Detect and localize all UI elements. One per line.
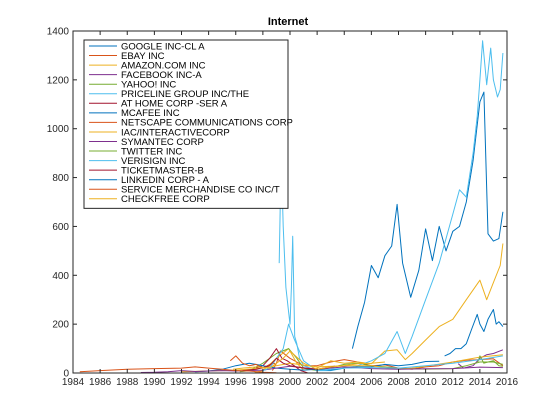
x-tick-label: 2002: [306, 377, 329, 388]
series-line-0: [351, 91, 504, 349]
series-line-8: [229, 355, 276, 369]
series-line-4: [239, 348, 504, 373]
chart-title: Internet: [268, 16, 309, 28]
x-tick-label: 2008: [387, 377, 410, 388]
legend-entry: VERISIGN INC: [121, 156, 186, 167]
y-tick-label: 1400: [47, 27, 70, 38]
x-tick-label: 2006: [360, 377, 383, 388]
x-tick-label: 1984: [62, 377, 85, 388]
legend-entry: AMAZON.COM INC: [121, 60, 206, 71]
y-tick-label: 600: [52, 222, 69, 233]
x-tick-label: 2012: [442, 377, 465, 388]
legend-entry: NETSCAPE COMMUNICATIONS CORP: [121, 118, 293, 129]
legend-entry: YAHOO! INC: [121, 80, 176, 91]
y-tick-label: 800: [52, 173, 69, 184]
x-tick-label: 2004: [333, 377, 356, 388]
legend-entry: SYMANTEC CORP: [121, 137, 204, 148]
x-tick-label: 1988: [116, 377, 139, 388]
x-tick-label: 2016: [496, 377, 519, 388]
x-tick-label: 2014: [469, 377, 492, 388]
x-tick-label: 2010: [415, 377, 438, 388]
legend-entry: AT HOME CORP -SER A: [121, 99, 228, 110]
x-tick-label: 1990: [143, 377, 166, 388]
series-line-9: [181, 354, 503, 373]
x-tick-label: 1986: [89, 377, 112, 388]
series-layer: [79, 40, 504, 374]
legend-entry: SERVICE MERCHANDISE CO INC/T: [121, 185, 280, 196]
legend-entry: MCAFEE INC: [121, 108, 180, 119]
legend-entry: GOOGLE INC-CL A: [121, 41, 205, 52]
x-axis: 1984 1986 1988 1990 1992 1994 1996 1998 2000 2002…: [62, 31, 519, 388]
series-line-2: [254, 243, 504, 373]
legend-entry: IAC/INTERACTIVECORP: [121, 127, 230, 138]
legend-entry: EBAY INC: [121, 51, 165, 62]
series-line-16: [232, 350, 385, 370]
x-tick-label: 2000: [279, 377, 302, 388]
x-tick-label: 1996: [225, 377, 248, 388]
legend-entry: TWITTER INC: [121, 146, 182, 157]
series-line-12: [262, 323, 503, 372]
y-axis: 0 200 400 600 800 1000 1200 1400: [47, 27, 507, 380]
x-tick-label: 1994: [198, 377, 221, 388]
series-line-10: [140, 365, 503, 373]
y-tick-label: 1200: [47, 75, 70, 86]
series-line-6: [255, 348, 308, 374]
series-line-15: [79, 366, 277, 374]
legend-entry: FACEBOOK INC-A: [121, 70, 202, 81]
y-tick-label: 1000: [47, 124, 70, 135]
series-line-5: [278, 40, 504, 372]
y-tick-label: 0: [63, 369, 69, 380]
legend-entry: CHECKFREE CORP: [121, 194, 210, 205]
x-tick-label: 1992: [170, 377, 193, 388]
series-line-14: [444, 309, 504, 357]
legend-entry: LINKEDIN CORP - A: [121, 175, 210, 186]
y-tick-label: 400: [52, 271, 69, 282]
x-tick-label: 1998: [252, 377, 275, 388]
legend-box: [83, 39, 289, 209]
legend-entry: TICKETMASTER-B: [121, 165, 204, 176]
legend-entry: PRICELINE GROUP INC/THE: [121, 89, 249, 100]
y-tick-label: 200: [52, 320, 69, 331]
series-line-11: [477, 355, 503, 367]
